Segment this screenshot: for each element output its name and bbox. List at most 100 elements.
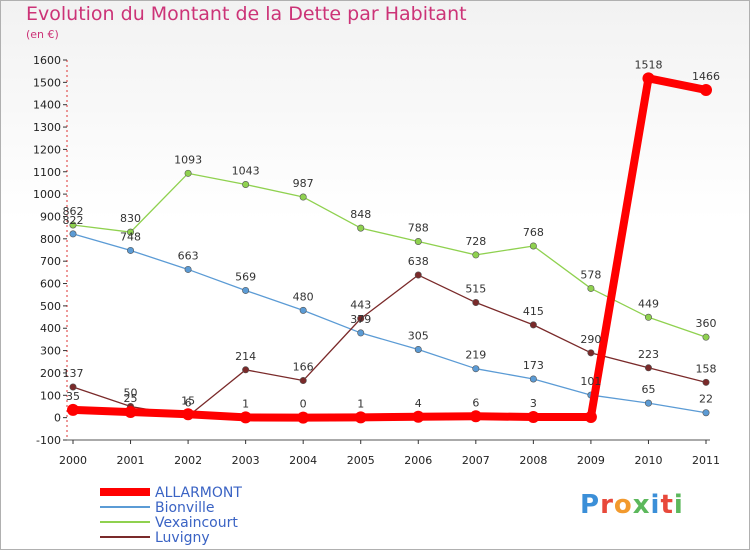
y-tick-label: 1000 (33, 188, 61, 201)
y-tick-label: 800 (40, 233, 61, 246)
data-label-allarmont: 3 (530, 397, 537, 410)
data-point-vexaincourt (184, 169, 192, 177)
y-tick-label: 1400 (33, 99, 61, 112)
x-tick-label: 2005 (347, 454, 375, 467)
data-point-luvigny (472, 299, 480, 307)
x-tick-label: 2008 (519, 454, 547, 467)
data-point-allarmont (67, 403, 79, 416)
data-point-luvigny (414, 271, 422, 279)
data-point-allarmont (527, 410, 540, 423)
x-tick-label: 2003 (232, 454, 260, 467)
y-tick-label: 1300 (33, 121, 61, 134)
data-label-allarmont: 6 (472, 396, 479, 409)
data-label-vexaincourt: 728 (465, 235, 486, 248)
proxiti-logo: Proxiti (580, 490, 684, 520)
y-tick-label: 100 (40, 389, 61, 402)
data-point-bionville (414, 345, 422, 353)
data-point-allarmont (182, 408, 195, 421)
y-tick-label: 1200 (33, 143, 61, 156)
data-label-vexaincourt: 578 (580, 268, 601, 281)
data-label-luvigny: 290 (580, 333, 601, 346)
data-point-bionville (472, 365, 480, 373)
data-point-luvigny (69, 383, 77, 391)
data-point-bionville (69, 230, 77, 238)
data-label-bionville: 173 (523, 359, 544, 372)
legend-label-vexaincourt: Vexaincourt (155, 515, 238, 531)
x-tick-label: 2000 (59, 454, 87, 467)
data-label-allarmont: 4 (415, 397, 422, 410)
chart-title: Evolution du Montant de la Dette par Hab… (26, 3, 467, 25)
data-label-bionville: 65 (641, 383, 655, 396)
data-label-allarmont: 1518 (634, 58, 662, 71)
x-tick-label: 2006 (404, 454, 432, 467)
series-line-vexaincourt (72, 172, 707, 338)
x-tick-label: 2009 (577, 454, 605, 467)
x-tick-label: 2011 (692, 454, 720, 467)
data-point-vexaincourt (472, 251, 480, 259)
data-point-luvigny (702, 378, 710, 386)
data-label-bionville: 480 (293, 290, 314, 303)
data-point-vexaincourt (414, 238, 422, 246)
data-point-luvigny (644, 364, 652, 372)
y-tick-label: -100 (36, 434, 61, 447)
series-layer (67, 72, 712, 424)
data-point-allarmont (700, 83, 712, 96)
data-label-vexaincourt: 848 (350, 208, 371, 221)
axes: -100010020030040050060070080090010001100… (33, 54, 720, 467)
x-tick-label: 2001 (117, 454, 145, 467)
data-label-allarmont: 1 (242, 397, 249, 410)
data-point-bionville (357, 329, 365, 337)
data-label-allarmont: 1 (357, 397, 364, 410)
data-label-allarmont: 25 (124, 392, 138, 405)
data-point-vexaincourt (529, 242, 537, 250)
data-label-bionville: 663 (178, 249, 199, 262)
data-point-allarmont (354, 411, 367, 424)
data-label-vexaincourt: 788 (408, 222, 429, 235)
x-tick-label: 2007 (462, 454, 490, 467)
data-point-allarmont (239, 411, 252, 424)
data-label-luvigny: 158 (696, 362, 717, 375)
legend-label-bionville: Bionville (155, 500, 215, 516)
x-tick-label: 2002 (174, 454, 202, 467)
data-label-vexaincourt: 360 (696, 317, 717, 330)
x-tick-label: 2010 (634, 454, 662, 467)
data-point-vexaincourt (299, 193, 307, 201)
data-label-allarmont: 1466 (692, 70, 720, 83)
data-label-luvigny: 223 (638, 348, 659, 361)
data-point-luvigny (242, 366, 250, 374)
data-point-vexaincourt (357, 224, 365, 232)
y-tick-label: 1500 (33, 76, 61, 89)
data-label-allarmont: 35 (66, 390, 80, 403)
data-label-vexaincourt: 862 (63, 205, 84, 218)
data-point-allarmont (412, 410, 425, 423)
y-tick-label: 400 (40, 322, 61, 335)
y-tick-label: 900 (40, 210, 61, 223)
legend-label-luvigny: Luvigny (155, 530, 210, 546)
data-point-allarmont (297, 411, 310, 424)
data-label-allarmont: 0 (300, 398, 307, 411)
data-point-bionville (644, 399, 652, 407)
data-point-vexaincourt (69, 221, 77, 229)
data-label-bionville: 305 (408, 329, 429, 342)
y-tick-label: 1100 (33, 166, 61, 179)
series-line-allarmont (69, 74, 710, 422)
y-tick-label: 500 (40, 300, 61, 313)
data-label-luvigny: 515 (465, 283, 486, 296)
data-point-bionville (184, 265, 192, 273)
data-label-bionville: 569 (235, 270, 256, 283)
data-label-bionville: 22 (699, 393, 713, 406)
y-tick-label: 600 (40, 278, 61, 291)
data-label-vexaincourt: 449 (638, 297, 659, 310)
data-point-vexaincourt (702, 333, 710, 341)
data-point-allarmont (124, 406, 137, 419)
data-label-luvigny: 415 (523, 305, 544, 318)
legend-label-allarmont: ALLARMONT (155, 485, 242, 501)
data-label-luvigny: 6 (185, 396, 192, 409)
data-label-luvigny: 214 (235, 350, 256, 363)
data-point-allarmont (469, 410, 482, 423)
data-point-bionville (299, 306, 307, 314)
data-point-luvigny (357, 315, 365, 323)
data-point-luvigny (587, 349, 595, 357)
